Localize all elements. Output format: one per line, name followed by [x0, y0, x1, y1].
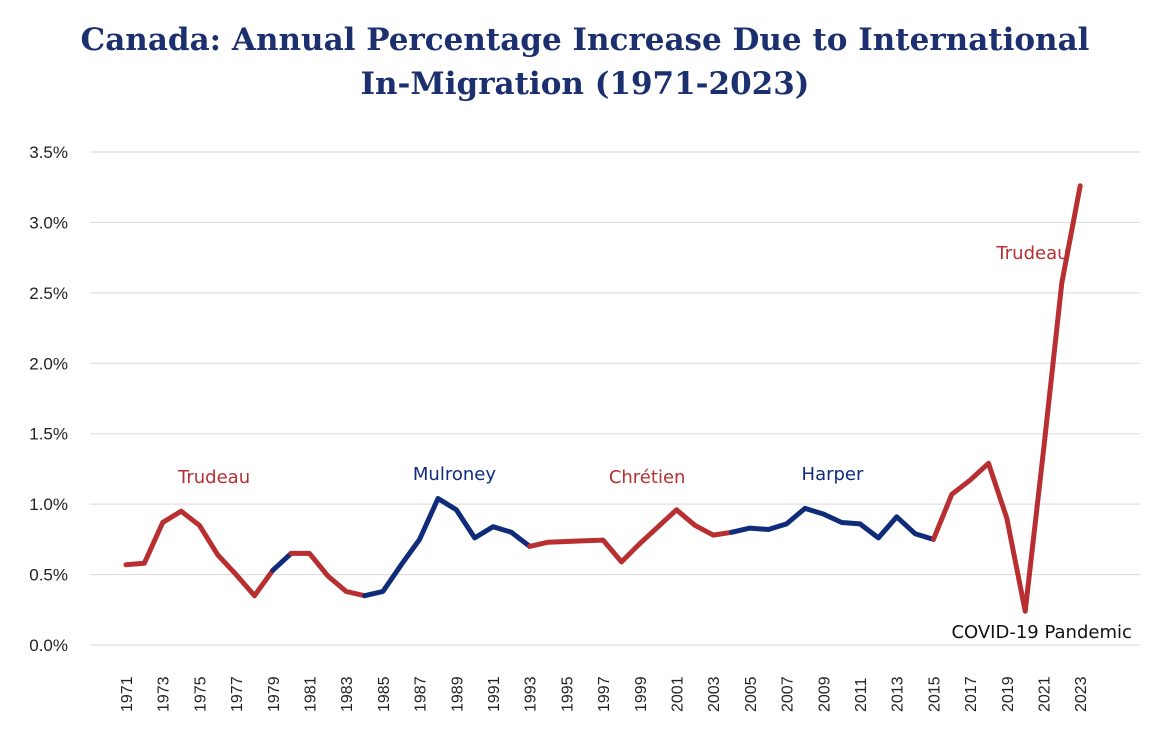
y-tick-label: 3.0% [29, 213, 68, 232]
annotation-label: Trudeau [177, 467, 250, 488]
series-segment-liberal [527, 507, 735, 565]
series-segment-conservative [729, 505, 936, 542]
x-tick-label: 2013 [890, 676, 907, 712]
x-tick-label: 1971 [119, 676, 136, 712]
x-axis-ticks: 1971 1973 1975 1977 1979 1981 1983 1985 1987 1989… [119, 676, 1090, 712]
y-tick-label: 2.5% [29, 284, 68, 303]
x-tick-label: 1987 [413, 676, 430, 712]
x-tick-label: 2005 [743, 676, 760, 712]
x-tick-label: 2003 [706, 676, 723, 712]
annotation-label: COVID-19 Pandemic [951, 622, 1131, 643]
x-tick-label: 1977 [229, 676, 246, 712]
x-tick-label: 2017 [963, 676, 980, 712]
chart-title-line-2: In-Migration (1971-2023) [360, 66, 810, 102]
series-segment-conservative [362, 496, 533, 599]
annotations: Trudeau Mulroney Chrétien Harper Trudeau COVI… [177, 243, 1132, 643]
series-segment-liberal [288, 550, 368, 599]
x-tick-label: 1985 [376, 676, 393, 712]
annotation-label: Trudeau [995, 243, 1068, 264]
x-tick-label: 2021 [1037, 676, 1054, 712]
y-tick-label: 2.0% [29, 354, 68, 373]
series-lines [123, 183, 1083, 614]
x-tick-label: 1993 [523, 676, 540, 712]
x-tick-label: 1979 [266, 676, 283, 712]
x-tick-label: 2015 [926, 676, 943, 712]
x-tick-label: 1973 [156, 676, 173, 712]
x-tick-label: 1991 [486, 676, 503, 712]
x-tick-label: 2009 [816, 676, 833, 712]
y-tick-label: 0.0% [29, 636, 68, 655]
gridlines [90, 151, 1140, 646]
x-tick-label: 2011 [853, 677, 870, 712]
x-tick-label: 2019 [1000, 676, 1017, 712]
y-axis-ticks: 0.0% 0.5% 1.0% 1.5% 2.0% 2.5% 3.0% 3.5% [29, 143, 68, 655]
x-tick-label: 1981 [303, 676, 320, 712]
x-tick-label: 1983 [339, 676, 356, 712]
series-segment-liberal [930, 183, 1083, 614]
annotation-label: Chrétien [609, 467, 686, 488]
series-segment-conservative [270, 550, 294, 573]
annotation-label: Harper [802, 464, 864, 485]
chart-title: Canada: Annual Percentage Increase Due t… [0, 18, 1170, 106]
x-tick-label: 1999 [633, 676, 650, 712]
x-tick-label: 2007 [780, 676, 797, 712]
x-tick-label: 1995 [559, 676, 576, 712]
x-tick-label: 1989 [449, 676, 466, 712]
y-tick-label: 0.5% [29, 566, 68, 585]
x-tick-label: 2001 [670, 676, 687, 712]
x-tick-label: 2023 [1073, 676, 1090, 712]
chart-title-line-1: Canada: Annual Percentage Increase Due t… [80, 22, 1090, 58]
series-segment-liberal [123, 508, 276, 599]
x-tick-label: 1975 [192, 676, 209, 712]
y-tick-label: 3.5% [29, 143, 68, 162]
y-tick-label: 1.0% [29, 495, 68, 514]
annotation-label: Mulroney [413, 464, 496, 485]
y-tick-label: 1.5% [29, 425, 68, 444]
x-tick-label: 1997 [596, 676, 613, 712]
